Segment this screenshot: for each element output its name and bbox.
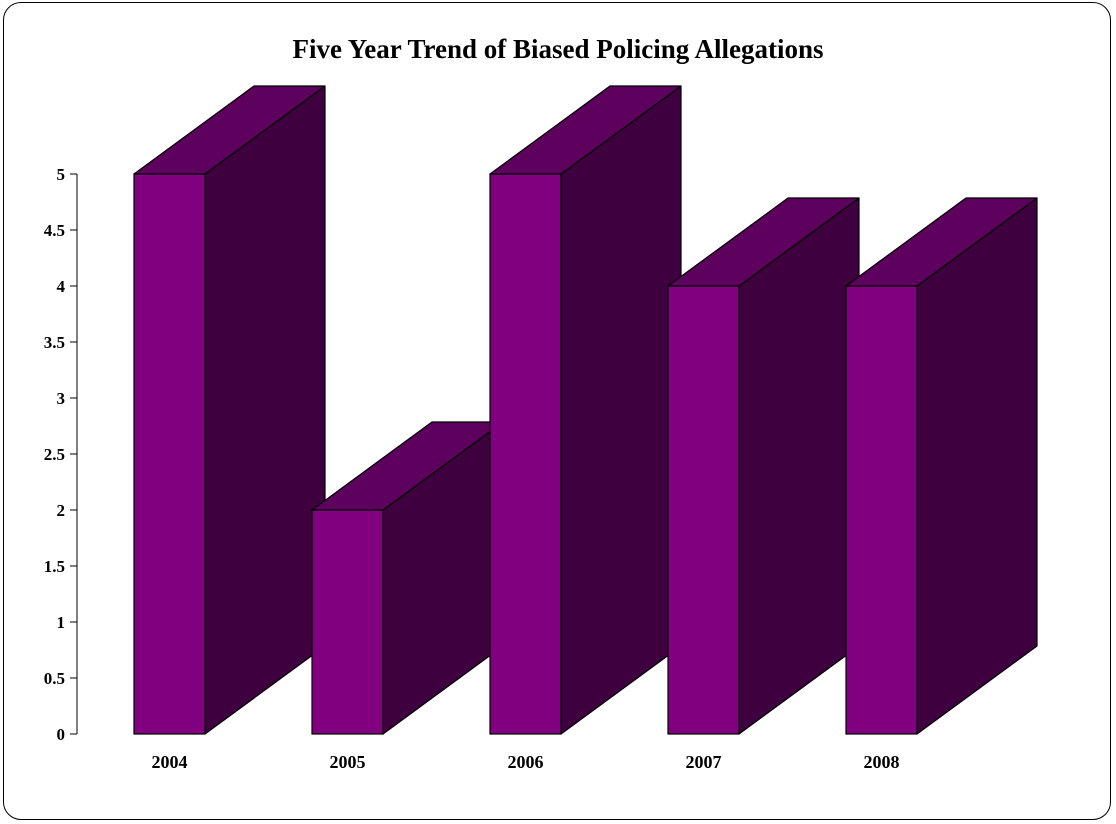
- bar-side-face: [738, 197, 860, 735]
- bar-2006: [489, 85, 682, 735]
- y-tick-label: 0: [57, 725, 66, 744]
- bar-side-face: [204, 85, 326, 735]
- bar-front-face: [845, 285, 918, 735]
- y-tick-label: 2: [57, 501, 66, 520]
- chart-title: Five Year Trend of Biased Policing Alleg…: [292, 34, 824, 64]
- bar-side-face: [560, 85, 682, 735]
- y-axis: 0 0.5 1 1.5 2 2.5 3 3.5 4 4.5 5: [44, 165, 78, 744]
- y-tick-label: 5: [57, 165, 66, 184]
- bar-front-face: [133, 173, 206, 735]
- bar-2005: [311, 421, 504, 735]
- y-tick-label: 1.5: [44, 557, 65, 576]
- y-tick-label: 0.5: [44, 669, 65, 688]
- y-tick-label: 2.5: [44, 445, 65, 464]
- bar-front-face: [311, 509, 384, 735]
- bars: [133, 85, 1038, 735]
- bar-2008: [845, 197, 1038, 735]
- x-category-label: 2008: [864, 752, 900, 772]
- y-tick-label: 4: [57, 277, 66, 296]
- x-category-label: 2005: [330, 752, 366, 772]
- x-category-label: 2006: [508, 752, 544, 772]
- x-category-label: 2007: [686, 752, 722, 772]
- bar-front-face: [667, 285, 740, 735]
- y-tick-label: 3.5: [44, 333, 65, 352]
- bar-front-face: [489, 173, 562, 735]
- bar-side-face: [916, 197, 1038, 735]
- y-tick-label: 1: [57, 613, 66, 632]
- bar-2007: [667, 197, 860, 735]
- bar-2004: [133, 85, 326, 735]
- x-category-label: 2004: [152, 752, 188, 772]
- y-tick-label: 3: [57, 389, 66, 408]
- category-labels: 2004 2005 2006 2007 2008: [152, 752, 900, 772]
- y-tick-label: 4.5: [44, 221, 65, 240]
